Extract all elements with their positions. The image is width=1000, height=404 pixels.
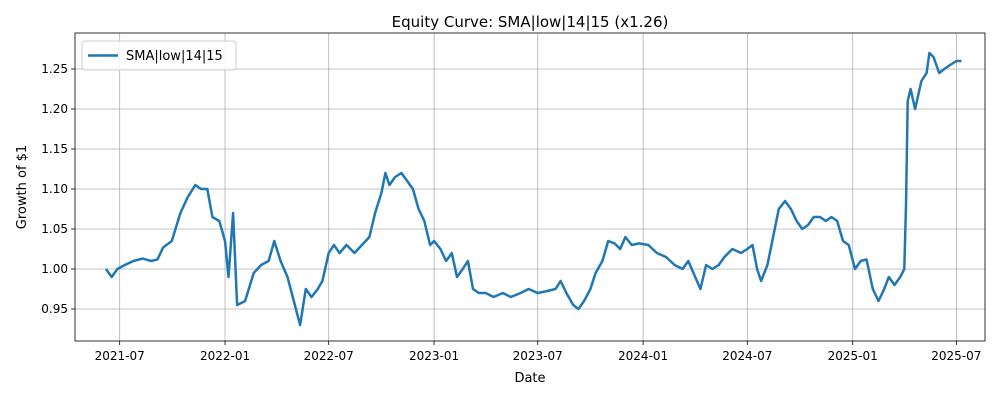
x-tick-label: 2022-07 [304, 349, 354, 363]
y-tick-label: 1.05 [41, 222, 68, 236]
y-tick-label: 1.10 [41, 182, 68, 196]
y-tick-label: 1.20 [41, 102, 68, 116]
legend-label: SMA|low|14|15 [126, 49, 223, 64]
x-tick-label: 2023-07 [513, 349, 563, 363]
y-tick-label: 0.95 [41, 302, 68, 316]
x-tick-label: 2023-01 [409, 349, 459, 363]
x-axis-label: Date [514, 371, 545, 386]
x-tick-label: 2021-07 [95, 349, 145, 363]
y-tick-label: 1.15 [41, 142, 68, 156]
x-tick-label: 2024-07 [722, 349, 772, 363]
x-tick-label: 2025-01 [828, 349, 878, 363]
series-layer [104, 51, 962, 327]
x-tick-label: 2022-01 [200, 349, 250, 363]
legend: SMA|low|14|15 [81, 40, 237, 71]
series-line [104, 51, 962, 327]
y-axis-ticks: 0.95 1.00 1.05 1.10 1.15 1.20 1.25 [41, 62, 75, 316]
axes-frame [74, 32, 986, 342]
y-tick-label: 1.25 [41, 62, 68, 76]
x-tick-label: 2025-07 [931, 349, 981, 363]
legend-box [81, 40, 237, 71]
y-tick-label: 1.00 [41, 262, 68, 276]
x-axis-ticks: 2021-07 2022-01 2022-07 2023-01 2023-07 2024-… [95, 341, 981, 363]
y-axis-label: Growth of $1 [15, 145, 30, 229]
chart-title: Equity Curve: SMA|low|14|15 (x1.26) [392, 13, 669, 31]
x-tick-label: 2024-01 [618, 349, 668, 363]
